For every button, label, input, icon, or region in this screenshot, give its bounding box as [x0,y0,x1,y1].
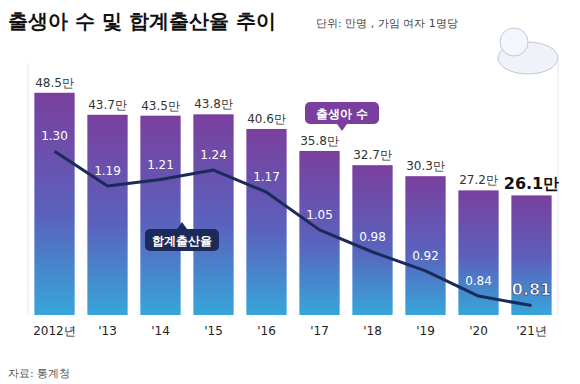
bar-label: 32.7만 [353,148,392,162]
series-tag: 출생아 수 [305,102,379,131]
x-tick-label: '14 [151,324,170,338]
line-label: 1.05 [306,208,333,222]
line-label: 0.84 [465,274,492,288]
chart-root: 출생아 수 및 합계출산율 추이단위: 만명 , 가임 여자 1명당48.5만4… [0,0,580,384]
chart-svg: 출생아 수 및 합계출산율 추이단위: 만명 , 가임 여자 1명당48.5만4… [0,0,580,384]
x-tick-label: '20 [469,324,488,338]
tag-text: 합계출산율 [152,234,212,248]
bar [299,151,339,315]
tag-box [145,229,219,251]
bar-label: 40.6만 [247,112,286,126]
x-tick-label: '19 [416,324,435,338]
bar-label: 43.7만 [88,98,127,112]
line-label: 1.30 [41,129,68,143]
line-label: 1.17 [253,170,280,184]
bar-label: 35.8만 [300,134,339,148]
bar-label: 48.5만 [35,76,74,90]
y-axis-line [28,63,29,315]
tag-pointer [177,222,187,229]
x-tick-label: 2012년 [33,324,76,338]
subtitle: 단위: 만명 , 가임 여자 1명당 [316,17,458,30]
labels: 48.5만 43.7만 43.5만 43.8만 40.6만 35.8만 32.7만 30.3만… [35,76,559,299]
x-tick-label: '13 [98,324,117,338]
bar-label: 26.1만 [504,174,559,193]
source: 자료: 통계청 [8,367,70,380]
tag-pointer [337,124,347,131]
baby-illustration [498,28,558,74]
x-tick-label: '21년 [516,324,547,338]
series-tag: 합계출산율 [145,222,219,251]
x-tick-label: '18 [363,324,382,338]
line-label: 1.24 [200,148,227,162]
x-tick-label: '16 [257,324,276,338]
tag-box [305,102,379,124]
bar [34,93,74,315]
bar [405,176,445,315]
bar-label: 27.2만 [459,173,498,187]
line-label: 1.21 [147,158,174,172]
line-label: 0.92 [412,249,439,263]
line-label: 0.81 [512,280,551,299]
bar [352,165,392,315]
title: 출생아 수 및 합계출산율 추이 [8,9,276,33]
bar-label: 43.8만 [194,97,233,111]
bar [511,195,551,315]
bar [193,114,233,315]
bar [140,116,180,315]
bar [87,115,127,315]
line-label: 0.98 [359,230,386,244]
bar [246,129,286,315]
baby-head [500,28,528,56]
x-tick-label: '17 [310,324,329,338]
x-tick-label: '15 [204,324,223,338]
rate-line [55,151,532,305]
background [0,0,580,384]
bar-label: 43.5만 [141,99,180,113]
tag-text: 출생아 수 [316,107,368,121]
bar-label: 30.3만 [406,159,445,173]
line-label: 1.19 [94,164,121,178]
plot-area [34,93,551,315]
